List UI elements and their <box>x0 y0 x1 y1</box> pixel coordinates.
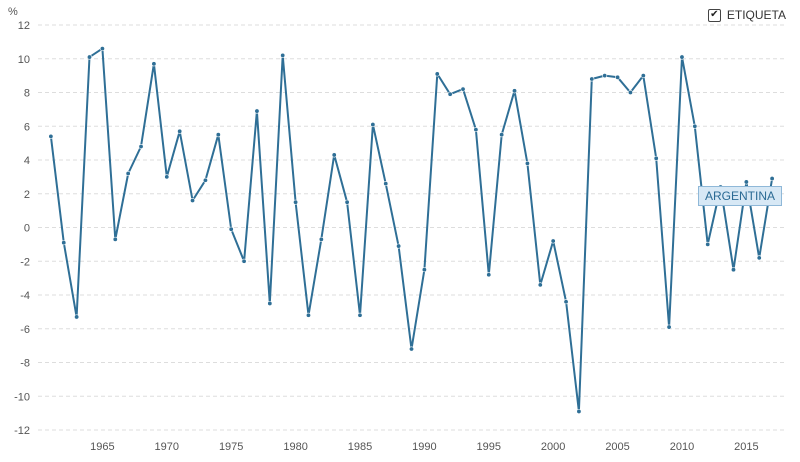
x-tick-label: 1995 <box>477 441 501 453</box>
legend-label: ETIQUETA <box>726 8 786 22</box>
data-point[interactable] <box>151 61 157 67</box>
y-tick-label: 6 <box>24 121 30 133</box>
data-point[interactable] <box>396 243 402 249</box>
data-point[interactable] <box>769 176 775 182</box>
data-point[interactable] <box>48 133 54 139</box>
x-tick-label: 2015 <box>734 441 758 453</box>
data-point[interactable] <box>177 128 183 134</box>
y-tick-label: -4 <box>20 290 30 302</box>
data-point[interactable] <box>447 91 453 97</box>
data-point[interactable] <box>486 272 492 278</box>
y-tick-label: 4 <box>24 155 30 167</box>
series-layer <box>48 46 775 414</box>
x-tick-label: 1975 <box>219 441 243 453</box>
gridlines <box>38 24 785 431</box>
legend-toggle[interactable]: ✔ ETIQUETA <box>707 8 786 22</box>
data-point[interactable] <box>61 240 67 246</box>
data-point[interactable] <box>563 299 569 305</box>
x-tick-label: 1965 <box>90 441 114 453</box>
data-point[interactable] <box>370 122 376 128</box>
data-point[interactable] <box>112 236 118 242</box>
data-point[interactable] <box>254 108 260 114</box>
x-axis-tick-labels: 1965 1970 1975 1980 1985 1990 1995 2000 2005 2010… <box>90 441 758 453</box>
data-point[interactable] <box>537 282 543 288</box>
data-point[interactable] <box>421 267 427 273</box>
y-tick-label: -10 <box>14 391 30 403</box>
data-point[interactable] <box>280 52 286 58</box>
data-point[interactable] <box>87 54 93 60</box>
data-point[interactable] <box>524 160 530 166</box>
y-tick-label: 8 <box>24 88 30 100</box>
data-point[interactable] <box>228 226 234 232</box>
data-point[interactable] <box>74 314 80 320</box>
data-point[interactable] <box>99 46 105 52</box>
y-tick-label: -8 <box>20 358 30 370</box>
data-point[interactable] <box>743 179 749 185</box>
legend-checkbox[interactable]: ✔ <box>707 8 721 22</box>
data-point[interactable] <box>125 171 131 177</box>
y-tick-label: -6 <box>20 324 30 336</box>
data-point[interactable] <box>190 198 196 204</box>
data-point[interactable] <box>408 346 414 352</box>
data-point[interactable] <box>318 236 324 242</box>
data-point[interactable] <box>550 238 556 244</box>
x-tick-label: 1970 <box>155 441 179 453</box>
data-point[interactable] <box>499 132 505 138</box>
x-tick-label: 2000 <box>541 441 565 453</box>
data-point[interactable] <box>705 241 711 247</box>
data-point[interactable] <box>138 144 144 150</box>
data-point[interactable] <box>666 324 672 330</box>
data-point[interactable] <box>756 255 762 261</box>
data-point[interactable] <box>679 54 685 60</box>
data-point[interactable] <box>627 90 633 96</box>
y-tick-label: 0 <box>24 223 30 235</box>
data-point[interactable] <box>164 174 170 180</box>
data-point[interactable] <box>305 312 311 318</box>
series-tooltip-label: ARGENTINA <box>698 186 783 206</box>
data-point[interactable] <box>383 181 389 187</box>
data-point[interactable] <box>215 132 221 138</box>
data-point[interactable] <box>730 267 736 273</box>
y-tick-label: -12 <box>14 425 30 437</box>
data-point[interactable] <box>473 127 479 133</box>
data-point[interactable] <box>653 155 659 161</box>
data-point[interactable] <box>202 177 208 183</box>
data-point[interactable] <box>615 74 621 80</box>
data-point[interactable] <box>640 73 646 79</box>
data-point[interactable] <box>241 258 247 264</box>
data-point[interactable] <box>460 86 466 92</box>
x-tick-label: 2005 <box>605 441 629 453</box>
data-point[interactable] <box>331 152 337 158</box>
x-tick-label: 1985 <box>348 441 372 453</box>
data-point[interactable] <box>589 76 595 82</box>
x-tick-label: 1980 <box>283 441 307 453</box>
data-point[interactable] <box>344 199 350 205</box>
y-tick-label: 2 <box>24 189 30 201</box>
data-point[interactable] <box>357 312 363 318</box>
series-line-argentina <box>49 47 774 413</box>
data-point[interactable] <box>512 88 518 94</box>
data-point[interactable] <box>602 73 608 79</box>
data-point[interactable] <box>293 199 299 205</box>
data-point[interactable] <box>576 408 582 414</box>
x-tick-label: 2010 <box>670 441 694 453</box>
data-point[interactable] <box>692 123 698 129</box>
y-axis-tick-labels: 12 10 8 6 4 2 0 -2 -4 -6 -8 -10 -12 <box>14 20 30 437</box>
y-tick-label: -2 <box>20 256 30 268</box>
x-tick-label: 1990 <box>412 441 436 453</box>
y-tick-label: 10 <box>18 54 30 66</box>
data-point[interactable] <box>434 71 440 77</box>
data-point[interactable] <box>267 300 273 306</box>
y-axis-unit-label: % <box>8 6 18 18</box>
y-tick-label: 12 <box>18 20 30 32</box>
